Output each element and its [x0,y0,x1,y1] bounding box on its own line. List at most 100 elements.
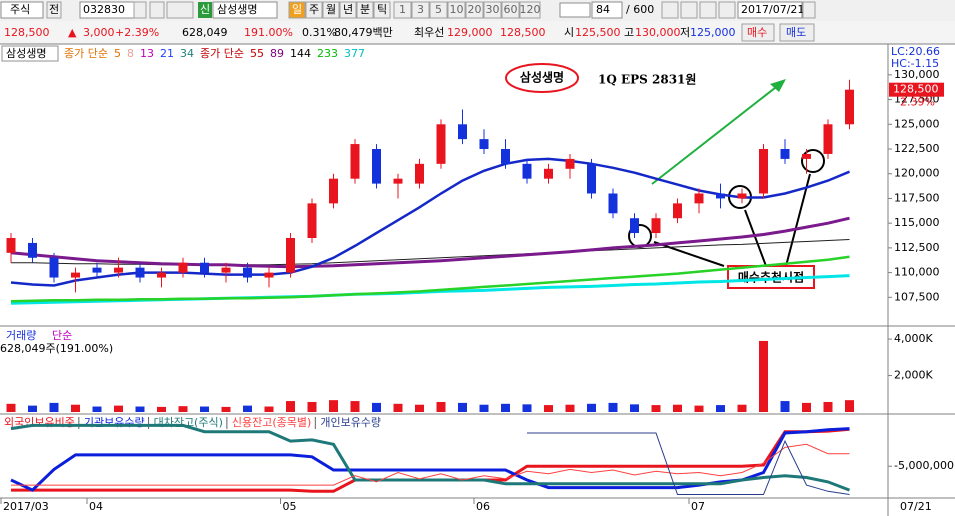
moving-average [10,216,850,269]
market-select[interactable] [0,1,44,19]
code-dropdown[interactable] [133,1,147,19]
volume-bar [716,405,725,412]
volume-bar [565,404,575,412]
interval-button[interactable] [501,1,520,19]
period-button[interactable] [305,1,323,19]
period-button[interactable] [356,1,374,19]
interval-button[interactable] [519,1,541,19]
x-tick-label: 05 [283,500,297,513]
legend-item: 대차잔고(주식) [154,416,223,429]
candle-body [694,193,704,204]
volume-bar [135,406,145,412]
period: 월 [326,3,336,16]
scroll[interactable] [559,2,591,18]
candle-body [673,203,682,219]
y-tick-label: 2,000K [894,369,933,382]
interval-button[interactable] [465,1,484,19]
interval-button[interactable] [483,1,502,19]
candle-body [479,139,489,150]
pointer [653,241,725,267]
interval-button[interactable] [429,1,448,19]
interval-button[interactable] [393,1,412,19]
code: 032830 [83,3,125,16]
best-label: 최우선 [414,26,444,39]
name-box [212,1,278,19]
period-button[interactable] [373,1,391,19]
sound-button[interactable] [166,1,194,19]
volume-bar [49,402,59,412]
volume-bar [71,404,80,412]
legend-item: 55 [250,47,264,60]
volume-bar [759,340,768,412]
period-button[interactable] [288,1,306,19]
y-tick-label: 120,000 [894,167,940,180]
buy-button[interactable] [741,23,775,42]
search-button[interactable] [149,1,165,19]
volume-bar [544,405,553,412]
date: 2017/07/21 [741,3,804,16]
turnover: 0.31% [302,26,337,39]
icon-button[interactable] [699,1,717,19]
candle-body [608,193,618,214]
y-tick-label: 112,500 [894,241,940,254]
annotation-ellipse [505,63,579,93]
volume-bar [114,405,123,412]
change-pct: +2.39% [115,26,159,39]
mark-circle [801,149,825,173]
volume-subtitle: 단순 [52,329,72,342]
pointer [785,173,811,267]
legend-item: 377 [344,47,365,60]
arrow: ▲ [68,26,77,39]
candle-body [329,178,338,204]
pointer [744,209,767,267]
volume-bar [522,404,532,412]
volume-bar [802,402,811,412]
volume-bar [221,406,231,412]
candle-body [178,262,188,273]
interval-button[interactable] [447,1,466,19]
legend-item: 21 [160,47,174,60]
candle-body [630,218,639,234]
lc: LC:20.66 [891,45,940,58]
candle-body [264,272,274,278]
legend-item: 89 [270,47,284,60]
period: 틱 [377,3,387,16]
candle-body [823,124,833,154]
candle-body [393,178,403,184]
prev-button[interactable] [46,1,62,19]
title-box [1,45,59,62]
volume-bar [436,401,446,412]
last-date: 07/21 [900,500,932,513]
volume-bar [200,406,209,412]
icon-button[interactable] [718,1,736,19]
period-button[interactable] [322,1,340,19]
date-box[interactable] [737,1,803,19]
stock-name: 삼성생명 [217,3,257,16]
period: 년 [343,3,353,16]
date-dropdown[interactable] [802,1,816,19]
candle-body [544,168,553,179]
icon-button[interactable] [661,1,679,19]
legend-item: 34 [180,47,194,60]
volume: 628,049 [182,26,228,39]
change-pct: 2.39% [900,96,935,109]
volume-bar [587,403,596,412]
candle-body [307,203,317,238]
interval: 20 [468,3,482,16]
chart-title: 삼성생명 [6,47,46,60]
volume-bar [479,404,489,412]
icon-button[interactable] [680,1,698,19]
buy: 매수 [747,26,767,39]
period-button[interactable] [339,1,357,19]
candle-body [221,267,231,273]
candle-body [135,267,145,278]
name-tag-box [198,2,212,18]
volume-bar [630,404,639,412]
legend-item: 기관보유수량 [84,416,145,429]
trend-arrow [651,83,781,185]
volume-bar [608,402,618,412]
sell-button[interactable] [779,23,815,42]
count-box[interactable] [591,1,623,19]
name-tag: 신 [200,3,210,16]
interval-button[interactable] [411,1,430,19]
